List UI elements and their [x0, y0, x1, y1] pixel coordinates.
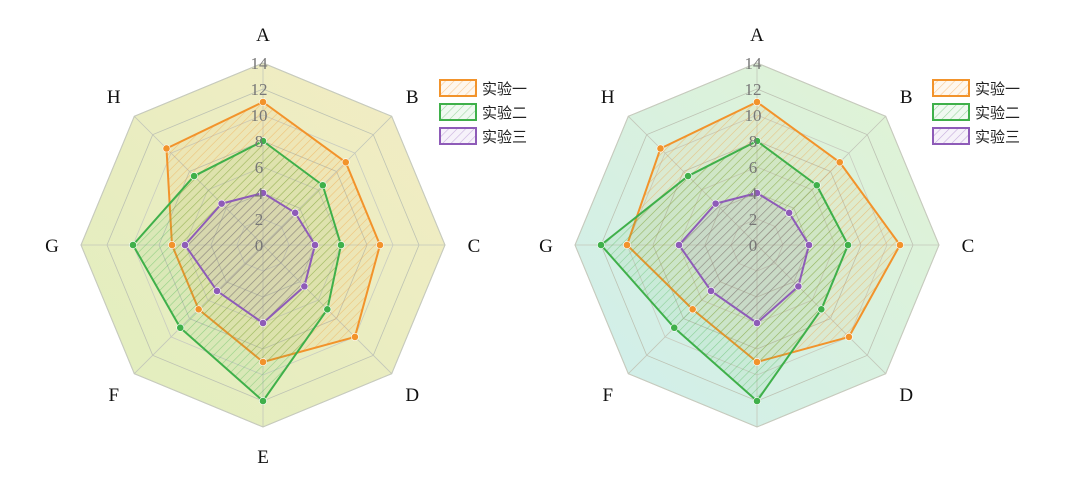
- legend-swatch: [932, 127, 970, 145]
- data-point: [817, 305, 826, 314]
- data-point: [318, 181, 327, 190]
- data-point: [129, 241, 137, 249]
- axis-label: D: [405, 385, 419, 406]
- legend-swatch: [932, 103, 970, 121]
- data-point: [835, 158, 844, 167]
- legend-swatch: [439, 127, 477, 145]
- axis-label: E: [257, 447, 269, 468]
- tick-label: 8: [749, 132, 758, 151]
- data-point: [259, 98, 267, 106]
- legend-label: 实验三: [975, 129, 1020, 146]
- data-point: [181, 241, 189, 249]
- data-point: [656, 144, 665, 153]
- data-point: [597, 241, 605, 249]
- axis-label: G: [45, 236, 59, 257]
- axis-label: H: [107, 87, 121, 108]
- data-point: [337, 241, 345, 249]
- data-point: [670, 323, 679, 332]
- data-point: [190, 172, 198, 180]
- tick-label: 12: [251, 80, 268, 99]
- data-point: [684, 172, 692, 180]
- axis-label: C: [962, 236, 975, 257]
- data-point: [259, 358, 267, 366]
- data-point: [896, 241, 904, 249]
- data-point: [785, 208, 794, 217]
- legend-label: 实验三: [482, 129, 527, 146]
- tick-label: 0: [749, 236, 758, 255]
- legend-swatch: [439, 79, 477, 97]
- data-point: [259, 137, 267, 145]
- data-point: [259, 397, 267, 405]
- data-point: [323, 305, 332, 314]
- data-point: [753, 189, 761, 197]
- tick-label: 8: [255, 132, 264, 151]
- tick-label: 2: [255, 210, 264, 229]
- legend-label: 实验一: [482, 81, 527, 98]
- axis-label: A: [750, 25, 764, 46]
- data-point: [213, 287, 221, 295]
- legend-label: 实验二: [482, 105, 527, 122]
- data-point: [753, 358, 761, 366]
- data-point: [217, 199, 226, 208]
- data-point: [311, 241, 319, 249]
- axis-label: F: [109, 385, 120, 406]
- tick-label: 0: [255, 236, 264, 255]
- tick-label: 10: [251, 106, 268, 125]
- data-point: [194, 305, 203, 314]
- data-point: [707, 287, 715, 295]
- data-point: [753, 98, 761, 106]
- axis-label: B: [406, 87, 419, 108]
- axis-label: B: [900, 87, 913, 108]
- axis-label: A: [256, 25, 270, 46]
- data-point: [753, 137, 761, 145]
- data-point: [753, 397, 761, 405]
- axis-label: D: [899, 385, 913, 406]
- data-point: [259, 189, 267, 197]
- data-point: [623, 241, 631, 249]
- axis-label: F: [603, 385, 614, 406]
- data-point: [259, 319, 267, 327]
- tick-label: 4: [255, 184, 264, 203]
- data-point: [688, 305, 697, 314]
- data-point: [291, 208, 300, 217]
- data-point: [176, 323, 185, 332]
- data-point: [675, 241, 683, 249]
- tick-label: 6: [749, 158, 758, 177]
- tick-label: 14: [251, 54, 269, 73]
- data-point: [805, 241, 813, 249]
- data-point: [844, 241, 852, 249]
- data-point: [168, 241, 176, 249]
- data-point: [812, 181, 821, 190]
- axis-label: G: [539, 236, 553, 257]
- tick-label: 12: [745, 80, 762, 99]
- tick-label: 2: [749, 210, 758, 229]
- data-point: [351, 333, 359, 341]
- data-point: [845, 333, 853, 341]
- axis-label: H: [601, 87, 615, 108]
- tick-label: 4: [749, 184, 758, 203]
- tick-label: 14: [745, 54, 763, 73]
- data-point: [376, 241, 384, 249]
- data-point: [162, 144, 171, 153]
- data-point: [753, 319, 761, 327]
- tick-label: 6: [255, 158, 264, 177]
- legend-swatch: [932, 79, 970, 97]
- tick-label: 10: [745, 106, 762, 125]
- legend-swatch: [439, 103, 477, 121]
- legend-label: 实验二: [975, 105, 1020, 122]
- axis-label: C: [468, 236, 481, 257]
- legend-label: 实验一: [975, 81, 1020, 98]
- data-point: [341, 158, 350, 167]
- data-point: [794, 282, 803, 291]
- data-point: [300, 282, 309, 291]
- data-point: [711, 199, 720, 208]
